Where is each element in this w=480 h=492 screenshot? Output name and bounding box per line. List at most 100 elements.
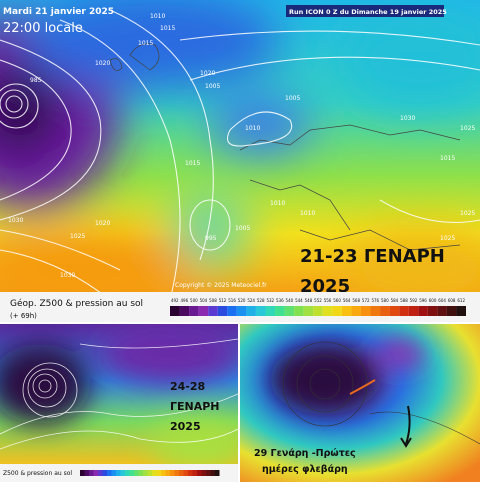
map-date: Mardi 21 janvier 2025: [3, 7, 114, 17]
scale-swatch: [437, 306, 447, 316]
scale-label: 604: [438, 298, 446, 303]
scale-swatch: [198, 306, 209, 316]
overlay-year: 2025: [300, 276, 350, 297]
scale-swatch: [189, 306, 199, 316]
scale-swatch: [284, 306, 295, 316]
overlay-dates: 21-23 ΓΕΝΑΡΗ: [300, 246, 445, 267]
scale-swatch: [170, 470, 175, 476]
scale-swatch: [427, 306, 438, 316]
land-outline: [109, 43, 461, 251]
scale-swatch: [446, 306, 457, 316]
overlay-month: ΓΕΝΑΡΗ: [170, 400, 220, 413]
isobar-label: 1020: [95, 60, 110, 67]
isobar-label: 1005: [285, 95, 300, 102]
scale-swatch: [165, 470, 170, 476]
isobar-label: 1015: [160, 25, 175, 32]
scale-swatch: [183, 470, 188, 476]
scale-swatch: [170, 306, 180, 316]
scale-label: 500: [190, 298, 198, 303]
isobar-label: 1015: [185, 160, 200, 167]
scale-label: 600: [429, 298, 437, 303]
isobar-label: 1020: [95, 220, 110, 227]
isobar-label: 1025: [460, 210, 475, 217]
scale-swatch: [111, 470, 116, 476]
scale-label: 520: [238, 298, 246, 303]
legend-step: (+ 69h): [10, 312, 37, 320]
scale-swatch: [147, 470, 152, 476]
scale-swatch: [179, 306, 190, 316]
scale-swatch: [399, 306, 409, 316]
scale-swatch: [116, 470, 121, 476]
scale-label: 508: [209, 298, 217, 303]
bottom-right-map: 29 Γενάρη -Πρώτες ημέρες φλεβάρη: [240, 324, 480, 482]
scale-label: 544: [295, 298, 303, 303]
scale-swatch: [161, 470, 166, 476]
scale-label: 548: [305, 298, 313, 303]
scale-label: 532: [266, 298, 274, 303]
isobar-label: 1030: [400, 115, 415, 122]
scale-swatch: [217, 306, 228, 316]
scale-swatch: [456, 306, 466, 316]
isobar-label: 985: [30, 77, 42, 84]
isobar-label: 1020: [200, 70, 215, 77]
scale-swatch: [107, 470, 112, 476]
caption-line1: 29 Γενάρη -Πρώτες: [254, 448, 356, 459]
scale-label: 580: [381, 298, 389, 303]
isobar-label: 1015: [440, 155, 455, 162]
scale-swatch: [275, 306, 285, 316]
isobar-label: 1025: [70, 233, 85, 240]
scale-swatch: [89, 470, 94, 476]
scale-swatch: [303, 306, 314, 316]
scale-swatch: [152, 470, 157, 476]
scale-label: 576: [371, 298, 379, 303]
caption-line2: ημέρες φλεβάρη: [262, 464, 348, 475]
isobar-label: 1015: [138, 40, 153, 47]
scale-swatch: [215, 470, 220, 476]
isobar-label: 1010: [270, 200, 285, 207]
scale-swatch: [370, 306, 381, 316]
scale-swatch: [389, 306, 400, 316]
scale-label: 588: [400, 298, 408, 303]
scale-swatch: [351, 306, 361, 316]
scale-swatch: [129, 470, 134, 476]
scale-label: 556: [324, 298, 332, 303]
scale-swatch: [210, 470, 215, 476]
isobar-label: 1005: [205, 83, 220, 90]
legend-title: Z500 & pression au sol: [3, 470, 72, 477]
scale-swatch: [408, 306, 419, 316]
scale-label: 516: [228, 298, 236, 303]
scale-swatch: [294, 306, 304, 316]
scale-swatch: [120, 470, 125, 476]
scale-label: 572: [362, 298, 370, 303]
isobar-label: 995: [205, 235, 217, 242]
scale-swatch: [192, 470, 197, 476]
legend-title: Géop. Z500 & pression au sol: [10, 298, 143, 309]
scale-label: 492: [171, 298, 179, 303]
scale-label: 560: [333, 298, 341, 303]
scale-swatch: [84, 470, 89, 476]
scale-label: 592: [410, 298, 418, 303]
scale-label: 496: [181, 298, 189, 303]
scale-swatch: [98, 470, 103, 476]
isobar-label: 1030: [8, 217, 23, 224]
scale-label: 596: [419, 298, 427, 303]
scale-label: 536: [276, 298, 284, 303]
scale-swatch: [341, 306, 352, 316]
top-map: 1010 1015 1015 1020 1020 1005 1005 1010 1015 1005…: [0, 0, 480, 322]
scale-swatch: [360, 306, 371, 316]
scale-label: 552: [314, 298, 322, 303]
isobar-label: 1025: [440, 235, 455, 242]
scale-swatch: [332, 306, 342, 316]
scale-swatch: [102, 470, 107, 476]
run-info: Run ICON 0 Z du Dimanche 19 janvier 2025: [289, 8, 447, 16]
scale-swatch: [80, 470, 85, 476]
scale-swatch: [227, 306, 237, 316]
scale-label: 584: [391, 298, 399, 303]
scale-swatch: [418, 306, 428, 316]
scale-swatch: [201, 470, 206, 476]
isobar-label: 1010: [150, 13, 165, 20]
isobars: [0, 9, 480, 301]
scale-swatch: [246, 306, 256, 316]
scale-label: 608: [448, 298, 456, 303]
